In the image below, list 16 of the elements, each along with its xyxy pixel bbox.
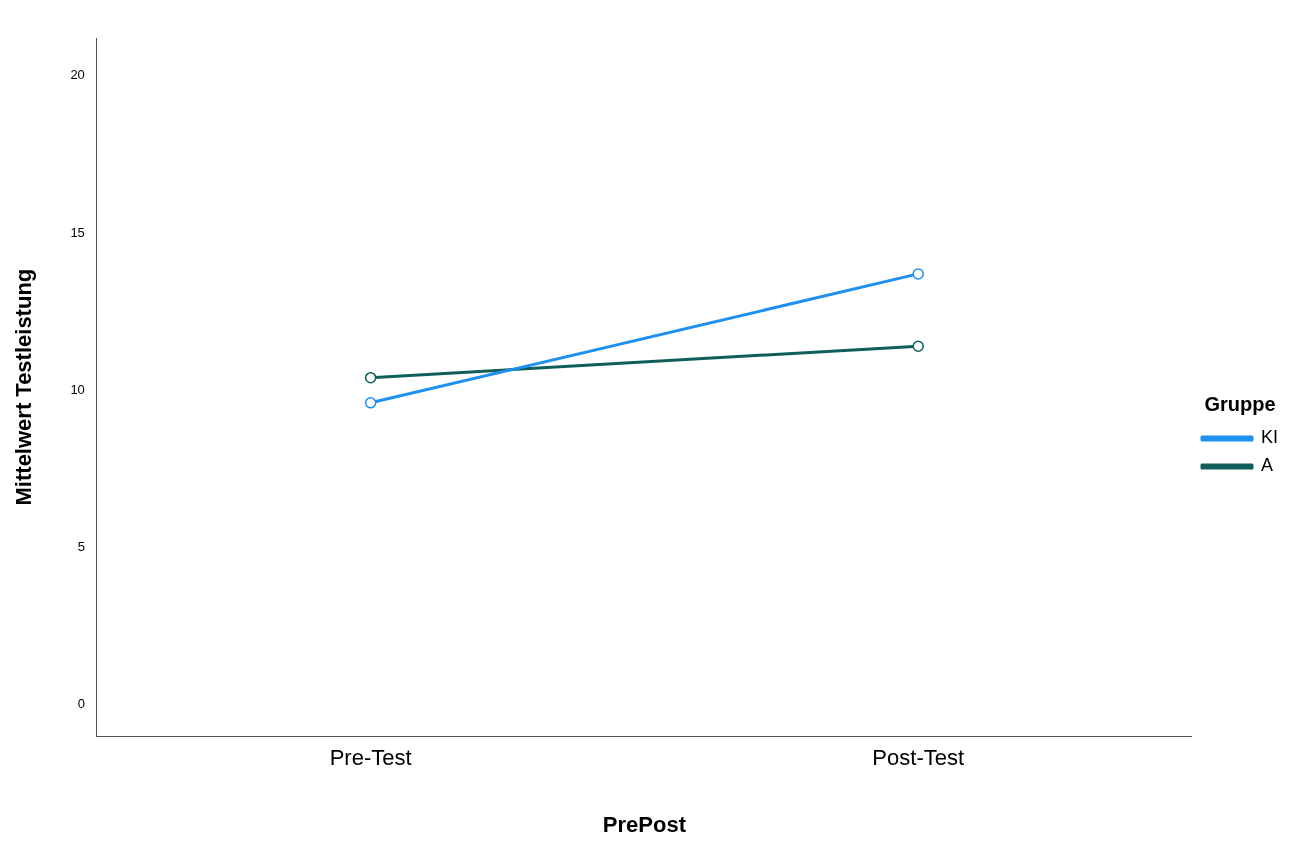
x-tick-label: Pre-Test (329, 745, 412, 771)
legend-label: KI (1260, 427, 1279, 448)
point (364, 397, 377, 409)
point (912, 340, 924, 352)
x-tick-label: Post-Test (872, 745, 965, 771)
y-tick-label: 20 (70, 67, 85, 83)
y-tick-label: 10 (70, 381, 85, 397)
y-tick-label: 5 (77, 539, 85, 555)
legend-label: A (1260, 455, 1274, 476)
y-axis-title: Mittelwert Testleistung (11, 268, 37, 506)
legend-title: Gruppe (1204, 393, 1276, 416)
y-tick-label: 15 (70, 224, 85, 240)
x-axis-title: PrePost (602, 811, 687, 837)
point (912, 268, 924, 280)
point (364, 371, 377, 384)
y-tick-label: 0 (77, 696, 85, 712)
